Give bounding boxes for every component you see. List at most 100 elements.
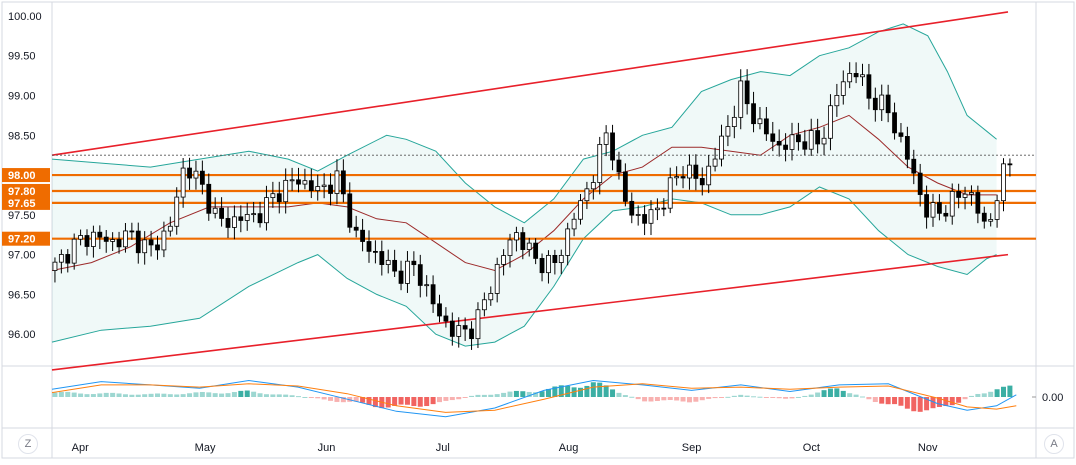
channel-line-lower (51, 253, 1009, 371)
histogram-bar (988, 391, 994, 397)
histogram-bar (289, 395, 295, 397)
candle-body (687, 164, 692, 179)
y-tick-label: 100.00 (8, 11, 42, 23)
level-label-box (2, 231, 50, 246)
histogram-bar (744, 395, 750, 397)
histogram-bar (71, 392, 77, 397)
histogram-bar (449, 397, 455, 401)
histogram-bar (949, 397, 955, 406)
candle-body (565, 228, 571, 256)
histogram-bar (648, 397, 654, 402)
histogram-bar (629, 396, 635, 398)
histogram-bar (180, 394, 186, 397)
candle-body (501, 255, 506, 265)
histogram-bar (251, 391, 257, 397)
zoom-button-left[interactable]: Z (18, 434, 38, 454)
candle-body (392, 259, 398, 272)
histogram-bar (270, 394, 276, 397)
candle-body (206, 183, 212, 214)
histogram-bar (315, 397, 321, 399)
histogram-bar (565, 385, 571, 397)
candle-body (514, 232, 519, 241)
histogram-bar (943, 397, 949, 407)
histogram-bar (142, 394, 148, 397)
x-tick-label: Jul (436, 442, 450, 454)
histogram-bar (430, 397, 436, 405)
bollinger-fill (52, 23, 997, 347)
candle-body (84, 235, 90, 247)
candle-body (924, 194, 929, 218)
histogram-bar (90, 394, 96, 397)
auto-scale-button[interactable]: A (1044, 434, 1064, 454)
level-label: 97.80 (8, 186, 36, 198)
candle-body (321, 184, 327, 187)
level-label-box (2, 168, 50, 183)
histogram-bar (424, 397, 430, 407)
histogram-bar (731, 395, 737, 397)
candle-body (225, 218, 231, 228)
histogram-bar (187, 393, 193, 397)
x-tick-label: Jun (318, 442, 336, 454)
histogram-bar (154, 393, 160, 397)
candle-body (219, 207, 224, 219)
level-label: 97.20 (8, 234, 36, 246)
candle-body (994, 200, 1000, 220)
candle-body (251, 213, 257, 216)
histogram-bar (892, 397, 898, 405)
candle-body (590, 182, 596, 190)
histogram-bar (539, 391, 545, 397)
candle-body (853, 73, 859, 78)
histogram-bar (398, 397, 404, 405)
histogram-bar (783, 397, 789, 399)
candle-body (661, 207, 667, 210)
y-tick-label: 99.50 (8, 51, 36, 63)
histogram-bar (545, 388, 551, 397)
candle-body (725, 126, 731, 137)
x-tick-label: May (195, 442, 216, 454)
candle-body (481, 299, 487, 311)
candle-body (199, 170, 205, 185)
candle-body (488, 293, 494, 301)
histogram-bar (161, 393, 167, 397)
candle-body (244, 214, 250, 221)
histogram-bar (654, 397, 660, 401)
candle-body (379, 251, 385, 265)
histogram-bar (597, 382, 603, 397)
histogram-bar (436, 397, 442, 403)
histogram-bar (667, 397, 673, 401)
candle-body (334, 170, 340, 194)
candle-body (738, 80, 744, 118)
histogram-bar (674, 397, 680, 401)
candle-body (110, 239, 116, 242)
histogram-bar (821, 390, 827, 397)
candle-body (276, 193, 282, 203)
candle-body (174, 196, 180, 227)
histogram-bar (738, 394, 744, 397)
candle-body (385, 259, 391, 265)
candle-body (962, 193, 968, 198)
histogram-bar (917, 397, 923, 412)
candle-body (155, 244, 160, 251)
candle-body (78, 235, 83, 240)
candle-body (757, 118, 763, 125)
candle-body (366, 241, 372, 252)
histogram-bar (994, 389, 1000, 397)
histogram-bar (860, 396, 866, 398)
histogram-bar (219, 393, 225, 397)
histogram-bar (148, 393, 154, 397)
candle-body (129, 230, 135, 233)
histogram-bar (199, 391, 205, 397)
x-tick-label: Aug (559, 442, 579, 454)
candle-body (885, 94, 891, 114)
candle-body (558, 254, 564, 263)
candle-body (289, 179, 295, 182)
candle-body (135, 230, 141, 254)
histogram-bar (552, 386, 558, 397)
candle-body (398, 270, 404, 284)
histogram-bar (802, 395, 808, 397)
candle-body (71, 238, 77, 264)
candle-body (648, 209, 654, 224)
candle-body (597, 144, 603, 183)
candle-body (302, 180, 308, 185)
